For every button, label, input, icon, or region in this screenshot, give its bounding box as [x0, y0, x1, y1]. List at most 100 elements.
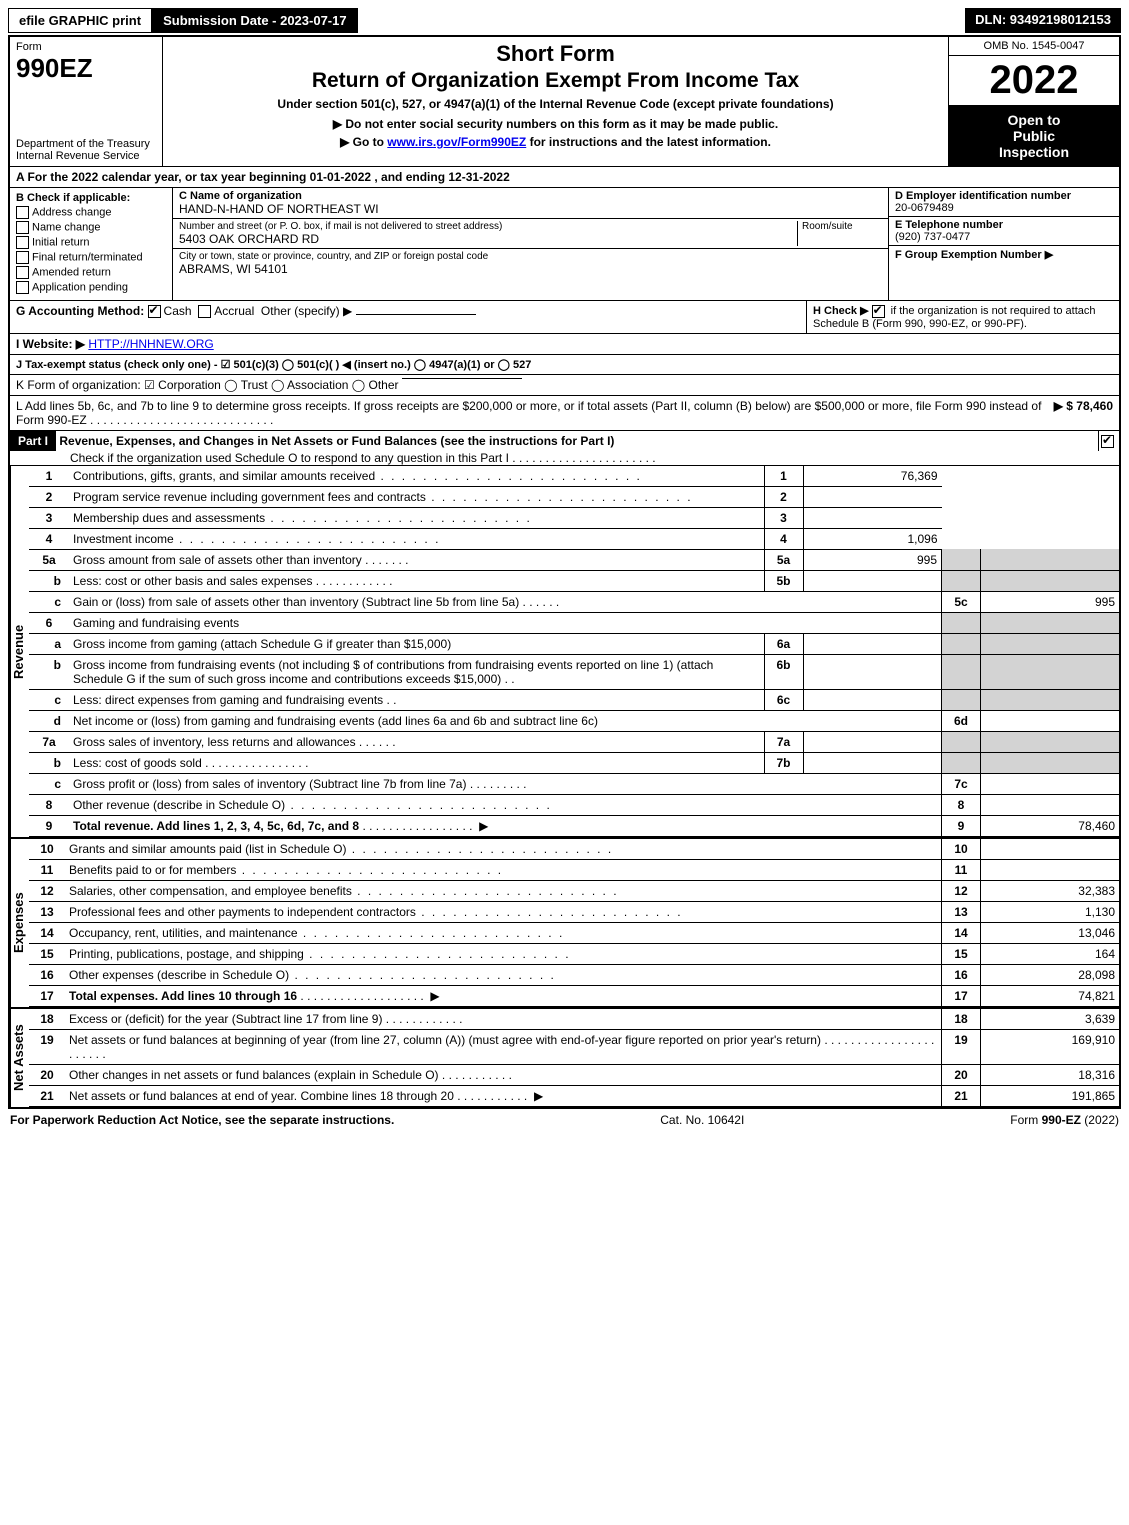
net-assets-vertical-label: Net Assets: [10, 1009, 29, 1107]
line-13: 13Professional fees and other payments t…: [29, 901, 1119, 922]
line-5b: bLess: cost or other basis and sales exp…: [29, 570, 1119, 591]
sub3-suffix: for instructions and the latest informat…: [526, 135, 771, 149]
header-center: Short Form Return of Organization Exempt…: [163, 37, 948, 166]
part-1-badge: Part I: [10, 431, 56, 451]
expenses-section: Expenses 10Grants and similar amounts pa…: [10, 839, 1119, 1009]
org-name-label: C Name of organization: [179, 190, 882, 202]
row-l-gross-receipts: L Add lines 5b, 6c, and 7b to line 9 to …: [10, 396, 1119, 431]
line-4: 4Investment income41,096: [29, 528, 1119, 549]
col-b-checkboxes: B Check if applicable: Address change Na…: [10, 188, 173, 300]
revenue-vertical-label: Revenue: [10, 466, 29, 837]
chk-amended-return[interactable]: Amended return: [16, 266, 166, 279]
revenue-section: Revenue 1Contributions, gifts, grants, a…: [10, 466, 1119, 839]
chk-address-change[interactable]: Address change: [16, 206, 166, 219]
efile-print-button[interactable]: efile GRAPHIC print: [8, 8, 152, 33]
line-6: 6Gaming and fundraising events: [29, 612, 1119, 633]
chk-name-change[interactable]: Name change: [16, 221, 166, 234]
form-container: Form 990EZ Department of the Treasury In…: [8, 35, 1121, 1109]
line-11: 11Benefits paid to or for members11: [29, 859, 1119, 880]
form-number: 990EZ: [16, 53, 156, 84]
line-15: 15Printing, publications, postage, and s…: [29, 943, 1119, 964]
street-label: Number and street (or P. O. box, if mail…: [179, 221, 793, 232]
form-title-2: Return of Organization Exempt From Incom…: [171, 69, 940, 93]
col-b-label: B Check if applicable:: [16, 192, 166, 204]
revenue-table: 1Contributions, gifts, grants, and simil…: [29, 466, 1119, 837]
tel-value: (920) 737-0477: [895, 231, 1113, 243]
line-2: 2Program service revenue including gover…: [29, 486, 1119, 507]
sub3-prefix: ▶ Go to: [340, 135, 387, 149]
open-to-public: Open to Public Inspection: [949, 106, 1119, 166]
line-21: 21Net assets or fund balances at end of …: [29, 1085, 1119, 1106]
top-bar: efile GRAPHIC print Submission Date - 20…: [8, 8, 1121, 33]
dept-treasury: Department of the Treasury: [16, 138, 156, 150]
line-9: 9Total revenue. Add lines 1, 2, 3, 4, 5c…: [29, 815, 1119, 836]
irs-link[interactable]: www.irs.gov/Form990EZ: [387, 135, 526, 149]
net-assets-table: 18Excess or (deficit) for the year (Subt…: [29, 1009, 1119, 1107]
part-1-title: Revenue, Expenses, and Changes in Net As…: [59, 434, 614, 448]
footer-center: Cat. No. 10642I: [660, 1113, 744, 1127]
open-line-1: Open to: [953, 112, 1115, 128]
city-label: City or town, state or province, country…: [179, 251, 882, 262]
line-20: 20Other changes in net assets or fund ba…: [29, 1064, 1119, 1085]
g-label: G Accounting Method:: [16, 304, 144, 318]
chk-schedule-b[interactable]: [872, 305, 885, 318]
line-5a: 5aGross amount from sale of assets other…: [29, 549, 1119, 570]
row-i-website: I Website: ▶ HTTP://HNHNEW.ORG: [10, 334, 1119, 355]
net-assets-section: Net Assets 18Excess or (deficit) for the…: [10, 1009, 1119, 1107]
website-label: I Website: ▶: [16, 337, 85, 351]
page-footer: For Paperwork Reduction Act Notice, see …: [8, 1109, 1121, 1131]
city-value: ABRAMS, WI 54101: [179, 262, 882, 276]
row-j-tax-status: J Tax-exempt status (check only one) - ☑…: [10, 355, 1119, 375]
form-subtitle-1: Under section 501(c), 527, or 4947(a)(1)…: [171, 97, 940, 111]
line-7b: bLess: cost of goods sold . . . . . . . …: [29, 752, 1119, 773]
l-text: L Add lines 5b, 6c, and 7b to line 9 to …: [16, 399, 1054, 427]
line-6a: aGross income from gaming (attach Schedu…: [29, 633, 1119, 654]
k-text: K Form of organization: ☑ Corporation ◯ …: [16, 378, 399, 392]
form-word: Form: [16, 41, 156, 53]
chk-final-return[interactable]: Final return/terminated: [16, 251, 166, 264]
open-line-3: Inspection: [953, 144, 1115, 160]
tax-year: 2022: [949, 56, 1119, 106]
chk-accrual[interactable]: [198, 305, 211, 318]
line-7a: 7aGross sales of inventory, less returns…: [29, 731, 1119, 752]
dept-irs: Internal Revenue Service: [16, 150, 156, 162]
org-name-value: HAND-N-HAND OF NORTHEAST WI: [179, 202, 882, 216]
line-6d: dNet income or (loss) from gaming and fu…: [29, 710, 1119, 731]
line-8: 8Other revenue (describe in Schedule O)8: [29, 794, 1119, 815]
ein-label: D Employer identification number: [895, 190, 1113, 202]
line-3: 3Membership dues and assessments3: [29, 507, 1119, 528]
part-1-header-row: Part I Revenue, Expenses, and Changes in…: [10, 431, 1119, 466]
line-19: 19Net assets or fund balances at beginni…: [29, 1029, 1119, 1064]
row-h-schedb: H Check ▶ if the organization is not req…: [806, 301, 1119, 333]
open-line-2: Public: [953, 128, 1115, 144]
chk-initial-return[interactable]: Initial return: [16, 236, 166, 249]
j-text: J Tax-exempt status (check only one) - ☑…: [16, 358, 531, 371]
col-d-ids: D Employer identification number 20-0679…: [888, 188, 1119, 300]
line-16: 16Other expenses (describe in Schedule O…: [29, 964, 1119, 985]
part-1-sub: Check if the organization used Schedule …: [10, 451, 1098, 465]
part-1-checkbox[interactable]: [1098, 431, 1119, 451]
tel-label: E Telephone number: [895, 219, 1113, 231]
header-right: OMB No. 1545-0047 2022 Open to Public In…: [948, 37, 1119, 166]
row-k-org-form: K Form of organization: ☑ Corporation ◯ …: [10, 375, 1119, 396]
line-7c: cGross profit or (loss) from sales of in…: [29, 773, 1119, 794]
line-14: 14Occupancy, rent, utilities, and mainte…: [29, 922, 1119, 943]
line-5c: cGain or (loss) from sale of assets othe…: [29, 591, 1119, 612]
form-header: Form 990EZ Department of the Treasury In…: [10, 37, 1119, 167]
section-bc: B Check if applicable: Address change Na…: [10, 188, 1119, 301]
footer-right: Form 990-EZ (2022): [1010, 1113, 1119, 1127]
chk-cash[interactable]: [148, 305, 161, 318]
expenses-vertical-label: Expenses: [10, 839, 29, 1007]
row-g-accounting: G Accounting Method: Cash Accrual Other …: [10, 301, 806, 333]
website-link[interactable]: HTTP://HNHNEW.ORG: [88, 337, 213, 351]
line-12: 12Salaries, other compensation, and empl…: [29, 880, 1119, 901]
room-suite-label: Room/suite: [798, 221, 882, 246]
dln-badge: DLN: 93492198012153: [965, 8, 1121, 33]
omb-number: OMB No. 1545-0047: [949, 37, 1119, 56]
chk-application-pending[interactable]: Application pending: [16, 281, 166, 294]
h-label: H Check ▶: [813, 305, 869, 317]
line-6b: bGross income from fundraising events (n…: [29, 654, 1119, 689]
form-subtitle-3: ▶ Go to www.irs.gov/Form990EZ for instru…: [171, 135, 940, 149]
line-10: 10Grants and similar amounts paid (list …: [29, 839, 1119, 860]
line-18: 18Excess or (deficit) for the year (Subt…: [29, 1009, 1119, 1030]
